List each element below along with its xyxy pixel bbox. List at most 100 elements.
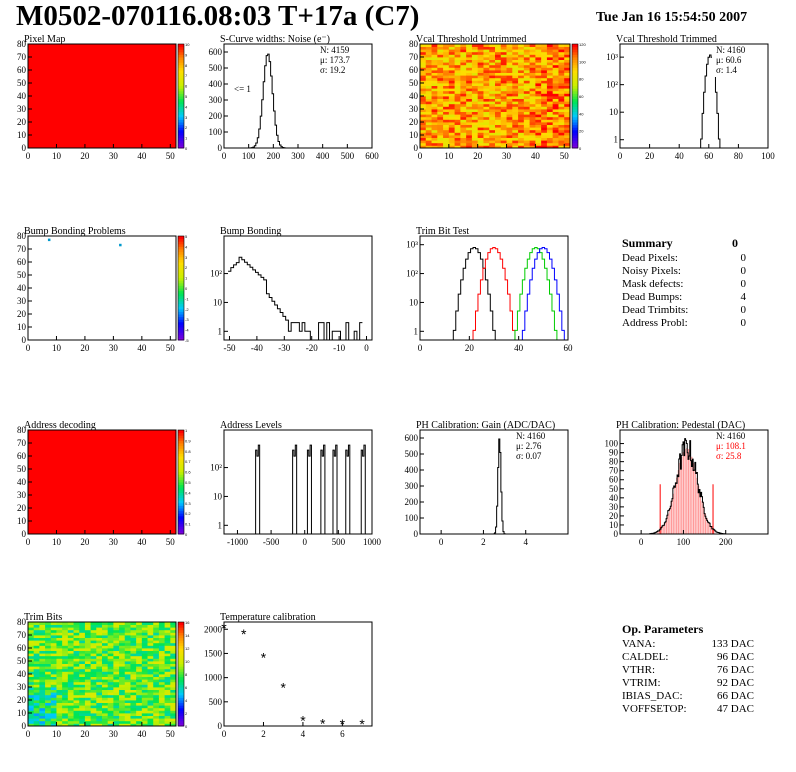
heatmap-cell (28, 671, 35, 675)
heatmap-cell (79, 655, 86, 659)
heatmap-cell (113, 632, 120, 636)
x-tick-label: 200 (267, 151, 281, 161)
heatmap-cell (136, 674, 143, 677)
heatmap-cell (529, 137, 536, 141)
heatmap-cell (90, 674, 97, 677)
heatmap-cell (437, 64, 444, 68)
heatmap-cell (136, 627, 143, 631)
heatmap-cell (483, 64, 490, 68)
heatmap-cell (124, 705, 131, 709)
heatmap-cell (147, 663, 154, 667)
y-tick-label: 0 (414, 143, 419, 153)
heatmap-cell (153, 640, 160, 644)
heatmap-cell (84, 642, 92, 646)
heatmap-cell (147, 642, 154, 646)
colorbar-cell (178, 661, 184, 665)
heatmap-cell (39, 663, 46, 667)
heatmap-cell (62, 687, 69, 690)
heatmap-cell (420, 124, 427, 128)
heatmap-cell (546, 44, 554, 47)
heatmap-cell (56, 674, 63, 677)
y-tick-label: 60 (17, 643, 27, 653)
heatmap-cell (45, 674, 52, 677)
heatmap-cell (529, 88, 536, 92)
heatmap-cell (443, 51, 450, 55)
heatmap-cell (564, 135, 571, 138)
x-tick-label: -40 (251, 343, 263, 353)
heatmap-cell (466, 51, 473, 55)
heatmap-cell (124, 679, 131, 683)
heatmap-cell (443, 96, 450, 99)
heatmap-cell (50, 718, 57, 722)
stats-n: N: 4159 (320, 45, 350, 55)
heatmap-cell (28, 653, 35, 657)
heatmap-cell (523, 80, 531, 84)
heatmap-cell (500, 122, 507, 125)
heatmap-cell (130, 697, 137, 701)
heatmap-cell (541, 98, 548, 102)
heatmap-cell (90, 687, 97, 690)
heatmap-cell (39, 622, 46, 625)
heatmap-cell (431, 98, 438, 102)
heatmap-cell (141, 663, 148, 667)
heatmap-cell (466, 57, 473, 60)
plot-frame (419, 43, 571, 149)
y-tick-label: 20 (17, 309, 27, 319)
heatmap-cell (124, 645, 131, 649)
heatmap-cell (33, 648, 40, 651)
heatmap-cell (119, 713, 126, 716)
colorbar-frame (571, 43, 579, 149)
x-tick-label: -500 (263, 537, 280, 547)
heatmap-cell (50, 663, 57, 667)
heatmap-cell (119, 658, 126, 662)
heatmap-cell (471, 88, 479, 92)
colorbar-cell (178, 655, 184, 659)
y-tick-label: 400 (405, 465, 419, 475)
heatmap-cell (448, 64, 456, 68)
heatmap-cell (541, 80, 548, 84)
heatmap-cell (541, 101, 548, 105)
heatmap-cell (541, 77, 548, 81)
heatmap-cell (130, 700, 137, 703)
y-tick-label: 10 (17, 516, 27, 526)
heatmap-cell (495, 44, 502, 47)
heatmap-cell (529, 83, 536, 86)
heatmap-cell (420, 59, 427, 63)
heatmap-cell (28, 674, 35, 677)
heatmap-cell (84, 723, 92, 727)
stats-mean: μ: 173.7 (320, 55, 350, 65)
heatmap-cell (512, 90, 519, 94)
heatmap-cell (564, 90, 571, 94)
heatmap-cell (79, 684, 86, 688)
heatmap-cell (546, 135, 554, 138)
heatmap-cell (518, 90, 525, 94)
x-tick-label: 4 (301, 729, 306, 739)
heatmap-cell (28, 718, 35, 722)
heatmap-cell (546, 93, 554, 97)
heatmap-cell (523, 70, 531, 73)
heatmap-cell (141, 692, 148, 696)
heatmap-cell (164, 627, 171, 631)
heatmap-cell (28, 723, 35, 727)
heatmap-cell (506, 96, 513, 99)
heatmap-cell (124, 720, 131, 724)
heatmap-cell (107, 648, 114, 651)
heatmap-cell (67, 640, 74, 644)
heatmap-cell (437, 145, 444, 149)
heatmap-cell (489, 137, 496, 141)
heatmap-cell (130, 718, 137, 722)
heatmap-cell (153, 635, 160, 638)
heatmap-cell (67, 720, 74, 724)
heatmap-cell (546, 90, 554, 94)
heatmap-cell (471, 83, 479, 86)
colorbar-cell (178, 528, 184, 532)
heatmap-cell (84, 718, 92, 722)
heatmap-cell (477, 137, 484, 141)
heatmap-cell (535, 93, 542, 97)
heatmap-cell (483, 96, 490, 99)
heatmap-cell (454, 119, 461, 123)
plot-frame (27, 43, 177, 149)
y-tick-label: 10 (409, 297, 419, 307)
colorbar-cell (178, 650, 184, 654)
heatmap-cell (130, 650, 137, 654)
